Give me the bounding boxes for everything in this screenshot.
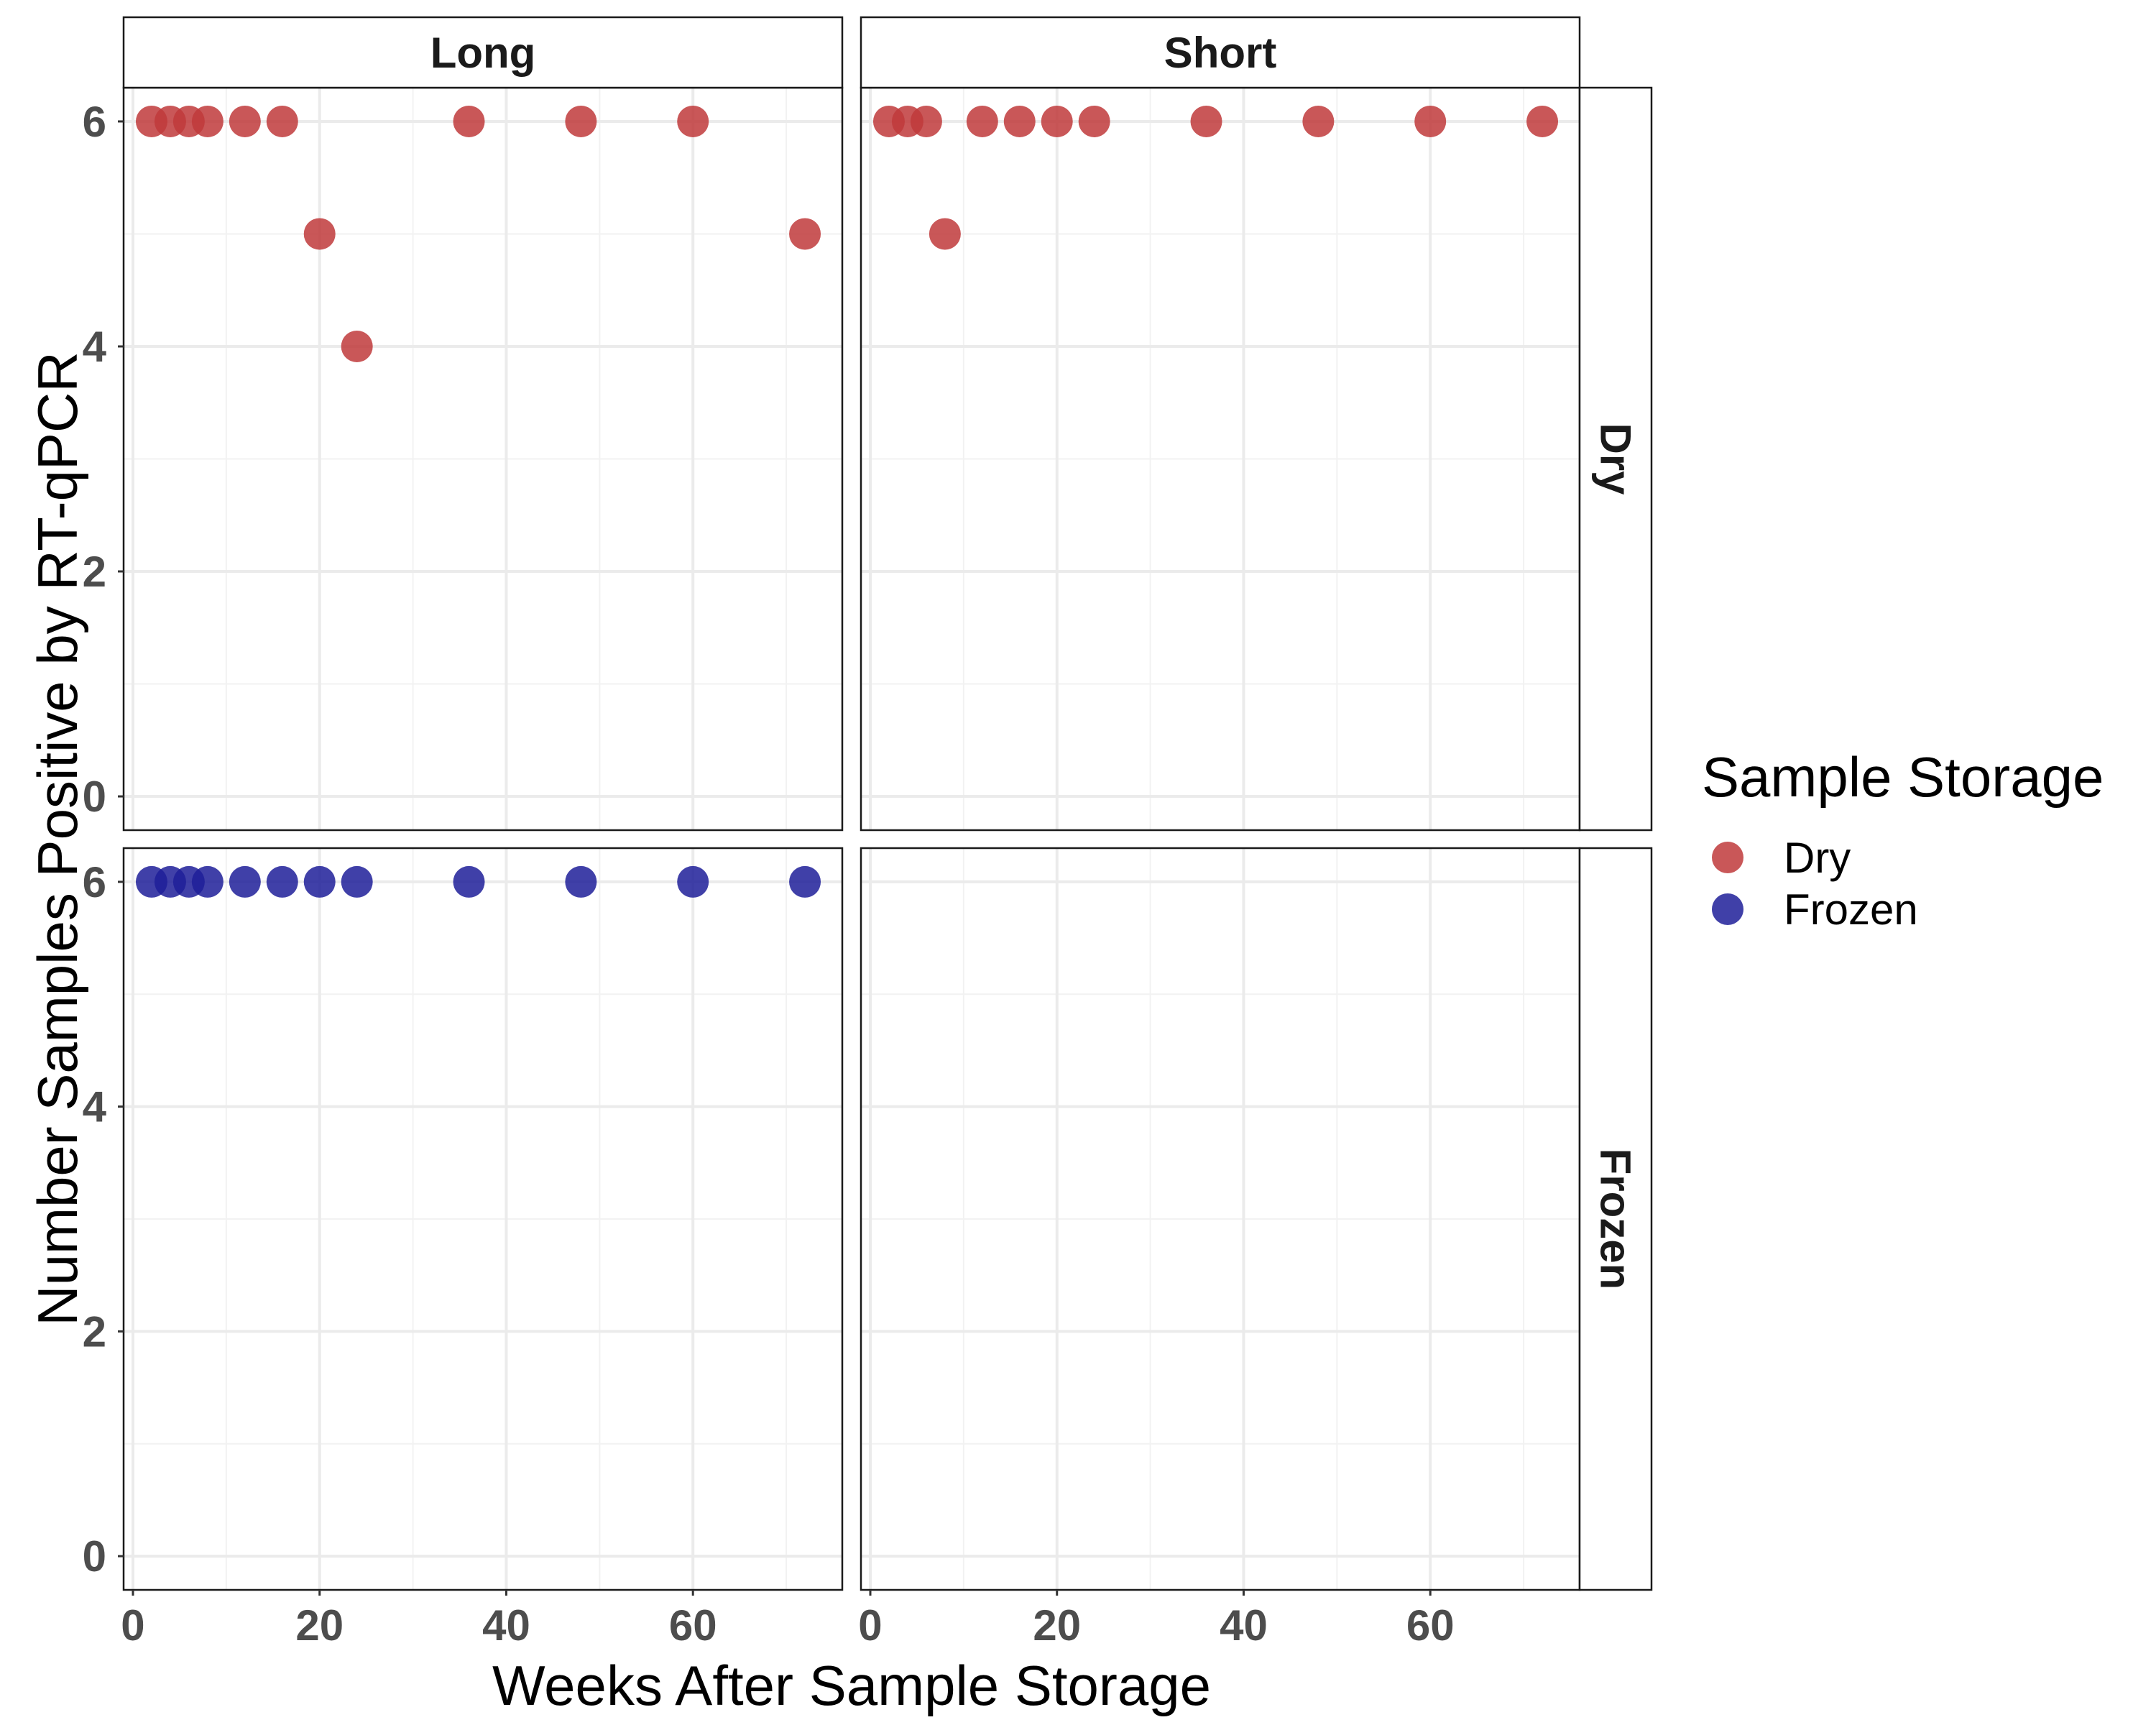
y-tick-label: 6 xyxy=(83,858,106,906)
data-point xyxy=(1041,105,1073,137)
data-point xyxy=(229,865,261,898)
data-point xyxy=(453,105,485,137)
data-point xyxy=(453,865,485,898)
panel-long-frozen xyxy=(122,847,844,1591)
data-point xyxy=(677,105,709,137)
data-point xyxy=(303,865,336,898)
data-point xyxy=(191,105,224,137)
x-tick-label: 40 xyxy=(1220,1601,1268,1650)
y-tick-label: 4 xyxy=(83,1083,107,1131)
legend-title: Sample Storage xyxy=(1702,745,2104,809)
data-point xyxy=(1302,105,1335,137)
row-strip-label: Frozen xyxy=(1592,1149,1640,1290)
x-tick-label: 60 xyxy=(1406,1601,1455,1650)
y-tick-label: 6 xyxy=(83,98,106,146)
y-axis-title: Number Samples Positive by RT-qPCR xyxy=(26,351,89,1325)
panel-short-frozen xyxy=(860,847,1581,1591)
data-point xyxy=(565,105,597,137)
column-strip xyxy=(122,16,844,89)
panels-layer xyxy=(122,86,1581,1591)
panel-border xyxy=(122,847,844,1591)
column-strip-label: Long xyxy=(430,29,536,77)
legend-key xyxy=(1712,842,1743,873)
x-axis-title: Weeks After Sample Storage xyxy=(492,1654,1211,1717)
data-point xyxy=(341,865,373,898)
data-point xyxy=(1526,105,1559,137)
y-tick-label: 0 xyxy=(83,1532,106,1581)
data-point xyxy=(1078,105,1110,137)
legend-label: Frozen xyxy=(1784,886,1918,934)
data-point xyxy=(789,865,821,898)
data-point xyxy=(677,865,709,898)
column-strip-label: Short xyxy=(1164,29,1277,77)
data-point xyxy=(565,865,597,898)
panel-long-dry xyxy=(122,86,844,832)
column-strip xyxy=(860,16,1581,89)
x-tick-label: 40 xyxy=(482,1601,530,1650)
data-point xyxy=(341,330,373,362)
data-point xyxy=(929,218,961,250)
y-tick-label: 2 xyxy=(83,1307,106,1356)
row-strip-label: Dry xyxy=(1592,423,1640,495)
data-point xyxy=(303,218,336,250)
panel-short-dry xyxy=(860,86,1581,832)
data-point xyxy=(966,105,998,137)
data-point xyxy=(266,105,298,137)
x-tick-label: 0 xyxy=(858,1601,882,1650)
x-tick-label: 0 xyxy=(121,1601,144,1650)
strips-layer: Long Short Dry Frozen xyxy=(122,16,1653,1591)
y-tick-label: 4 xyxy=(83,323,107,371)
row-strip xyxy=(1578,86,1653,832)
legend-key xyxy=(1712,893,1743,925)
data-point xyxy=(910,105,942,137)
row-strip xyxy=(1578,847,1653,1591)
data-point xyxy=(1003,105,1036,137)
data-point xyxy=(191,865,224,898)
legend-label: Dry xyxy=(1784,834,1851,882)
x-tick-label: 20 xyxy=(1033,1601,1081,1650)
y-tick-label: 2 xyxy=(83,548,106,596)
data-point xyxy=(229,105,261,137)
x-tick-label: 20 xyxy=(295,1601,344,1650)
y-tick-label: 0 xyxy=(83,773,106,821)
data-point xyxy=(789,218,821,250)
data-point xyxy=(1414,105,1447,137)
data-point xyxy=(266,865,298,898)
data-point xyxy=(1190,105,1222,137)
x-tick-label: 60 xyxy=(669,1601,717,1650)
